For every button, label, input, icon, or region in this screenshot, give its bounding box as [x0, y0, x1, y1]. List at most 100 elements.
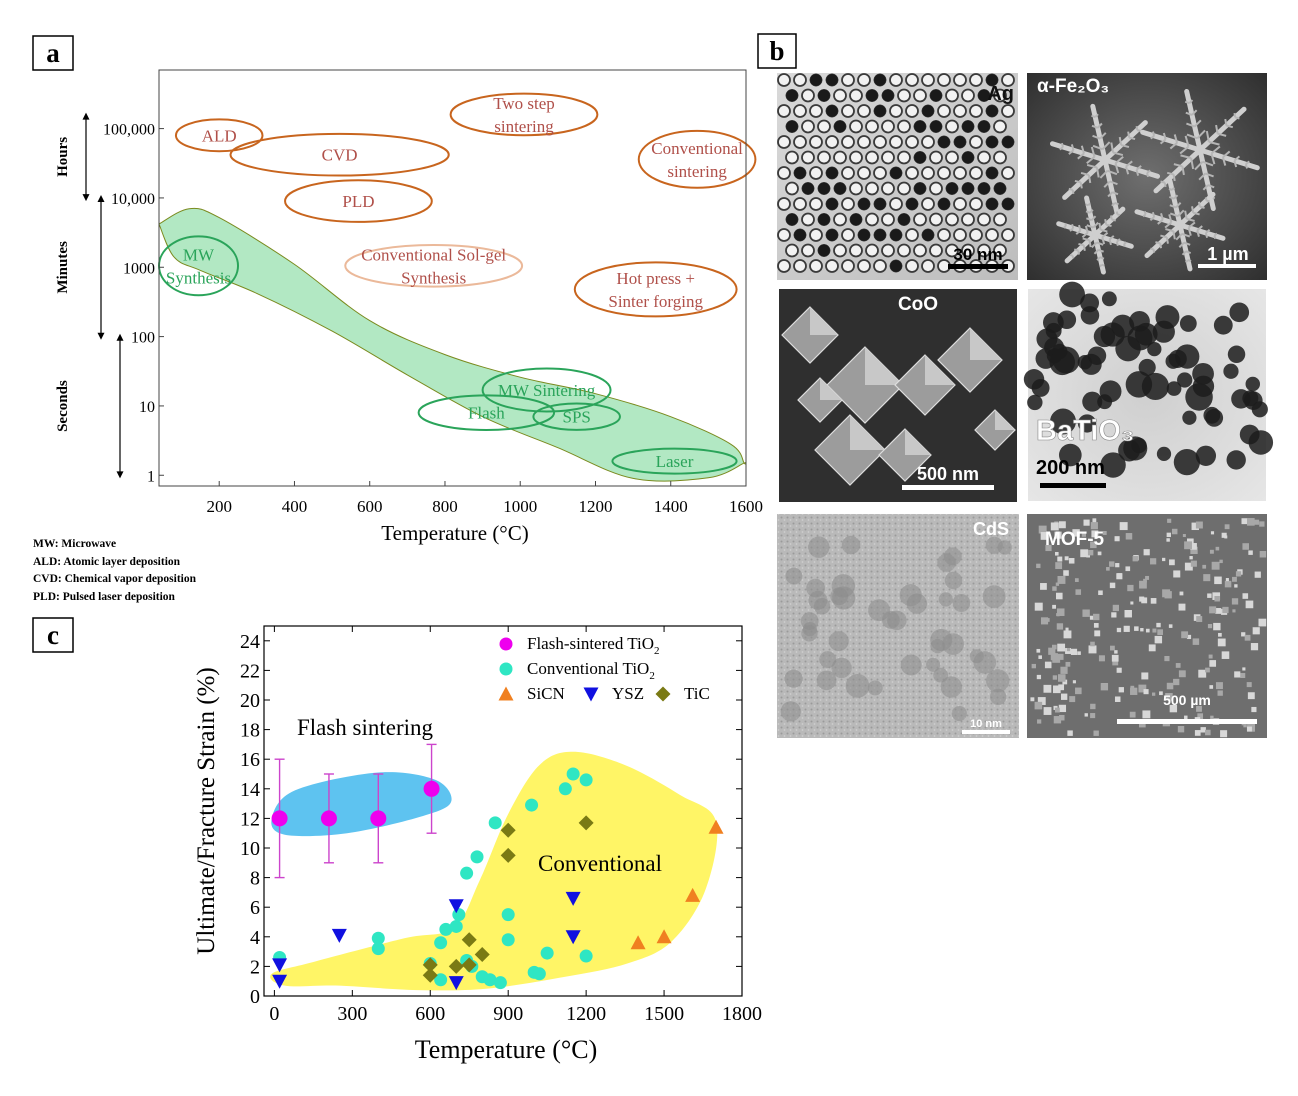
particle	[842, 167, 854, 179]
particle	[970, 136, 982, 148]
particle	[874, 260, 886, 272]
crystal	[1055, 708, 1060, 713]
crystal	[1130, 601, 1133, 604]
crystal	[1066, 662, 1071, 667]
crystal	[1240, 673, 1245, 678]
particle	[986, 229, 998, 241]
particle	[818, 182, 830, 194]
dendrite-twig	[1185, 211, 1186, 219]
particle	[874, 198, 886, 210]
particle	[778, 105, 790, 117]
panel-c-label: c	[47, 620, 59, 650]
particle	[802, 214, 814, 226]
crystal	[1236, 571, 1241, 576]
particle	[962, 90, 974, 102]
crystal	[1085, 713, 1088, 716]
particle	[1102, 291, 1117, 306]
particle	[826, 136, 838, 148]
particle	[858, 136, 870, 148]
particle	[826, 167, 838, 179]
crystal	[1211, 531, 1214, 534]
crystal	[1035, 603, 1043, 611]
crystal	[1191, 561, 1197, 567]
particle	[890, 260, 902, 272]
nanodot	[945, 572, 962, 589]
data-point	[489, 816, 502, 829]
y-tick-label: 100	[131, 330, 155, 347]
crystal	[1247, 518, 1255, 526]
crystal	[1117, 628, 1121, 632]
particle	[1153, 321, 1175, 343]
crystal	[1255, 572, 1261, 578]
crystal	[1144, 689, 1149, 694]
crystal	[1064, 630, 1072, 638]
particle	[898, 213, 910, 225]
data-point	[580, 773, 593, 786]
dendrite-twig	[1206, 197, 1207, 200]
dendrite-twig	[1161, 182, 1165, 183]
nanodot	[832, 586, 855, 609]
crystal	[1124, 626, 1130, 632]
bracket-arrow-down	[117, 471, 124, 478]
particle	[874, 229, 886, 241]
data-point	[559, 782, 572, 795]
particle	[826, 260, 838, 272]
particle	[1223, 364, 1238, 379]
crystal	[1179, 670, 1186, 677]
crystal	[1176, 663, 1181, 668]
crystal	[1219, 560, 1222, 563]
data-point	[272, 810, 288, 826]
particle	[882, 152, 894, 164]
crystal	[1069, 696, 1075, 702]
particle	[794, 105, 806, 117]
particle	[1088, 346, 1106, 364]
crystal	[1056, 583, 1059, 586]
crystal	[1036, 564, 1040, 568]
legend-entry: Conventional TiO2	[500, 659, 655, 682]
particle	[970, 105, 982, 117]
crystal	[1117, 573, 1122, 578]
particle	[994, 214, 1006, 226]
particle	[834, 152, 846, 164]
legend-label: Flash-sintered TiO2	[527, 634, 660, 657]
crystal	[1056, 593, 1063, 600]
dendrite-twig	[1112, 220, 1116, 221]
time-range-label: Seconds	[55, 380, 71, 432]
particle	[906, 260, 918, 272]
crystal	[1205, 730, 1211, 736]
nanodot	[846, 674, 870, 698]
chart-a-abbrev-legend: MW: Microwave ALD: Atomic layer depositi…	[33, 538, 197, 603]
crystal	[1178, 726, 1184, 732]
particle	[842, 74, 854, 86]
data-point	[332, 929, 347, 943]
particle	[826, 198, 838, 210]
legend-subscript: 2	[649, 670, 655, 682]
crystal	[1065, 556, 1069, 560]
crystal	[1040, 583, 1047, 590]
crystal	[1152, 693, 1155, 696]
crystal	[1130, 712, 1136, 718]
particle	[794, 74, 806, 86]
bracket-arrow-down	[83, 194, 90, 201]
process-label: PLD	[342, 192, 374, 211]
dendrite-twig	[1100, 265, 1102, 267]
particle	[778, 229, 790, 241]
micrograph-ag-label: Ag	[987, 83, 1014, 105]
crystal	[1090, 713, 1095, 718]
crystal	[1059, 521, 1066, 528]
particle	[818, 244, 830, 256]
crystal	[1080, 549, 1088, 557]
particle	[890, 198, 902, 210]
dendrite-twig	[1169, 189, 1172, 190]
particle	[842, 260, 854, 272]
particle	[922, 167, 934, 179]
crystal	[1120, 522, 1128, 530]
particle	[794, 198, 806, 210]
crystal	[1209, 655, 1213, 659]
legend-swatch	[656, 687, 671, 702]
legend-entry: SiCN	[499, 684, 565, 703]
particle	[898, 245, 910, 257]
dendrite-twig	[1124, 242, 1126, 244]
particle	[930, 89, 942, 101]
crystal	[1057, 654, 1063, 660]
